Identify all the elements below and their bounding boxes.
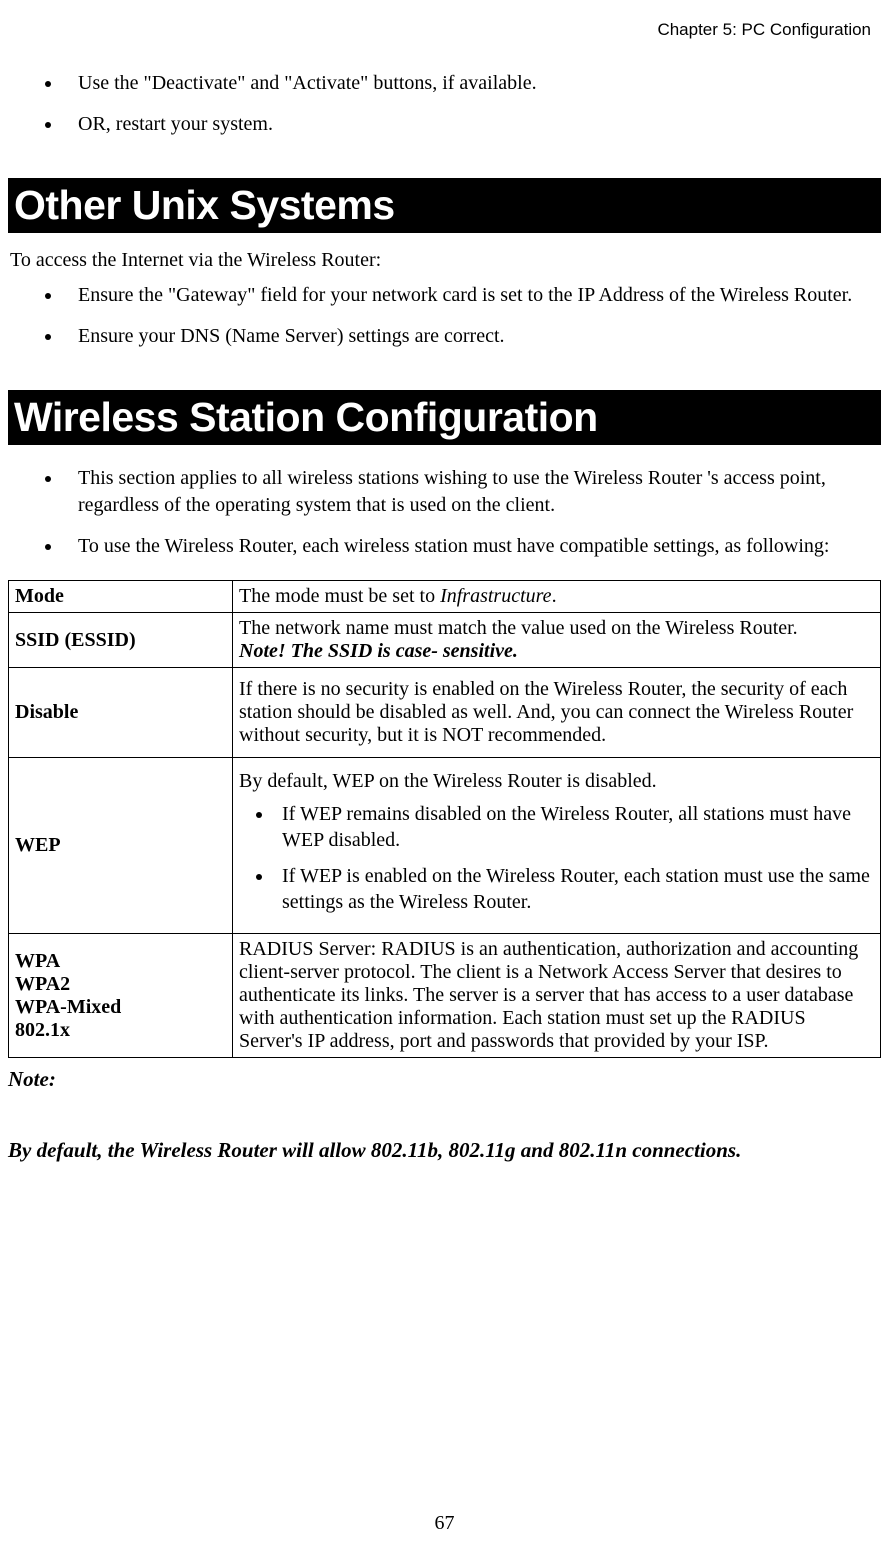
table-row: Mode The mode must be set to Infrastruct… [9,581,881,613]
table-row: SSID (ESSID) The network name must match… [9,613,881,668]
note-label: Note: [8,1067,56,1091]
footnote: Note: By default, the Wireless Router wi… [8,1062,881,1169]
page-number: 67 [0,1512,889,1535]
section-heading: Other Unix Systems [8,178,881,233]
cell-text: By default, WEP on the Wireless Router i… [239,770,874,793]
row-label: WPA WPA2 WPA-Mixed 802.1x [9,934,233,1058]
label-line: WPA-Mixed [15,996,121,1018]
cell-text: The mode must be set to [239,585,440,607]
page-container: Chapter 5: PC Configuration Use the "Dea… [0,0,889,1555]
row-value: RADIUS Server: RADIUS is an authenticati… [233,934,881,1058]
row-value: The network name must match the value us… [233,613,881,668]
row-value: If there is no security is enabled on th… [233,668,881,758]
row-label: Mode [9,581,233,613]
row-label: Disable [9,668,233,758]
note-body: By default, the Wireless Router will all… [8,1138,741,1162]
chapter-header: Chapter 5: PC Configuration [8,20,871,40]
table-row: WEP By default, WEP on the Wireless Rout… [9,758,881,934]
label-line: WPA [15,950,60,972]
wireless-bullet-list: This section applies to all wireless sta… [8,465,881,560]
unix-bullet-list: Ensure the "Gateway" field for your netw… [8,282,881,350]
list-item: Use the "Deactivate" and "Activate" butt… [63,70,881,97]
list-item: Ensure the "Gateway" field for your netw… [63,282,881,309]
table-row: WPA WPA2 WPA-Mixed 802.1x RADIUS Server:… [9,934,881,1058]
list-item: OR, restart your system. [63,111,881,138]
list-item: Ensure your DNS (Name Server) settings a… [63,323,881,350]
row-value: The mode must be set to Infrastructure. [233,581,881,613]
inner-list: If WEP remains disabled on the Wireless … [239,801,874,915]
top-bullet-list: Use the "Deactivate" and "Activate" butt… [8,70,881,138]
list-item: If WEP is enabled on the Wireless Router… [274,863,874,915]
row-label: WEP [9,758,233,934]
row-value: By default, WEP on the Wireless Router i… [233,758,881,934]
italic-text: Infrastructure [440,585,551,607]
list-item: If WEP remains disabled on the Wireless … [274,801,874,853]
cell-text: . [552,585,557,607]
list-item: This section applies to all wireless sta… [63,465,881,519]
cell-text: The network name must match the value us… [239,617,798,639]
list-item: To use the Wireless Router, each wireles… [63,533,881,560]
label-line: 802.1x [15,1019,70,1041]
table-row: Disable If there is no security is enabl… [9,668,881,758]
label-line: WPA2 [15,973,70,995]
intro-text: To access the Internet via the Wireless … [8,249,881,272]
row-label: SSID (ESSID) [9,613,233,668]
note-text: Note! The SSID is case- sensitive. [239,640,518,662]
settings-table: Mode The mode must be set to Infrastruct… [8,580,881,1058]
section-heading: Wireless Station Configuration [8,390,881,445]
